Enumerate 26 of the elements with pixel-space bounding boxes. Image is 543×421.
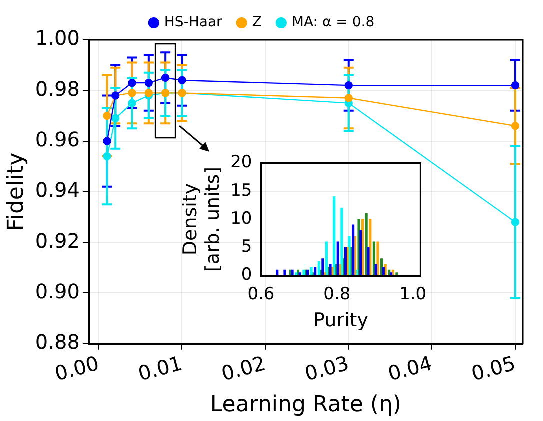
y-tick-label: 0.92 — [35, 228, 80, 253]
legend-label: HS-Haar — [164, 14, 223, 31]
x-axis-title: Learning Rate (η) — [210, 392, 402, 418]
x-tick-label: 0.03 — [302, 351, 352, 386]
legend-label: Z — [252, 14, 262, 31]
y-tick-label: 0 — [241, 265, 252, 286]
y-tick-label: 0.90 — [35, 279, 80, 304]
x-tick-label: 0.01 — [136, 351, 185, 386]
x-tick-label: 0.04 — [386, 351, 435, 386]
y-tick-label: 0.94 — [35, 178, 80, 202]
y-tick-label: 20 — [230, 152, 252, 173]
x-tick-label: 0.02 — [218, 351, 268, 386]
x-tick-label: 0.05 — [468, 351, 518, 386]
y-tick-label: 1.00 — [35, 26, 80, 50]
y-axis-title: Density [arb. units] — [179, 166, 224, 272]
y-tick-label: 0.98 — [35, 76, 80, 101]
x-tick-label: 0.6 — [248, 284, 275, 304]
y-tick-label: 15 — [230, 180, 252, 201]
x-axis-title: Purity — [313, 310, 368, 332]
x-tick-label: 1.0 — [400, 284, 427, 304]
y-tick-label: 5 — [241, 237, 252, 258]
y-axis-title: Fidelity — [4, 152, 29, 232]
x-tick-label: 0.8 — [324, 284, 351, 304]
legend-label: MA: α = 0.8 — [292, 14, 375, 31]
y-tick-label: 0.96 — [35, 128, 80, 152]
y-tick-label: 10 — [230, 208, 252, 229]
